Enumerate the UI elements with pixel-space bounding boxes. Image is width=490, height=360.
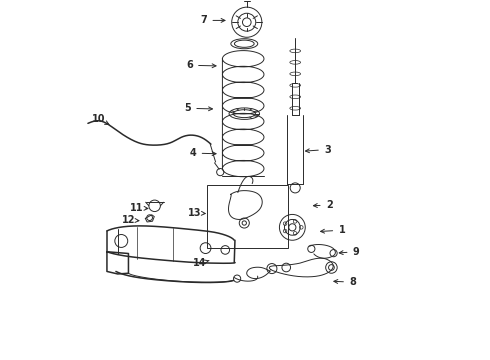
Text: 10: 10 — [92, 114, 105, 124]
Text: 4: 4 — [190, 148, 196, 158]
Text: 2: 2 — [326, 200, 333, 210]
Text: 8: 8 — [349, 277, 356, 287]
Text: 1: 1 — [339, 225, 345, 235]
Text: 9: 9 — [353, 247, 360, 257]
Text: 3: 3 — [324, 144, 331, 154]
Text: 11: 11 — [130, 203, 144, 213]
Text: 6: 6 — [186, 60, 193, 70]
Text: 7: 7 — [200, 15, 207, 26]
Bar — [207, 185, 288, 248]
Text: 5: 5 — [184, 103, 191, 113]
Text: 12: 12 — [122, 215, 135, 225]
Text: 14: 14 — [194, 258, 207, 268]
Text: 13: 13 — [188, 208, 201, 218]
